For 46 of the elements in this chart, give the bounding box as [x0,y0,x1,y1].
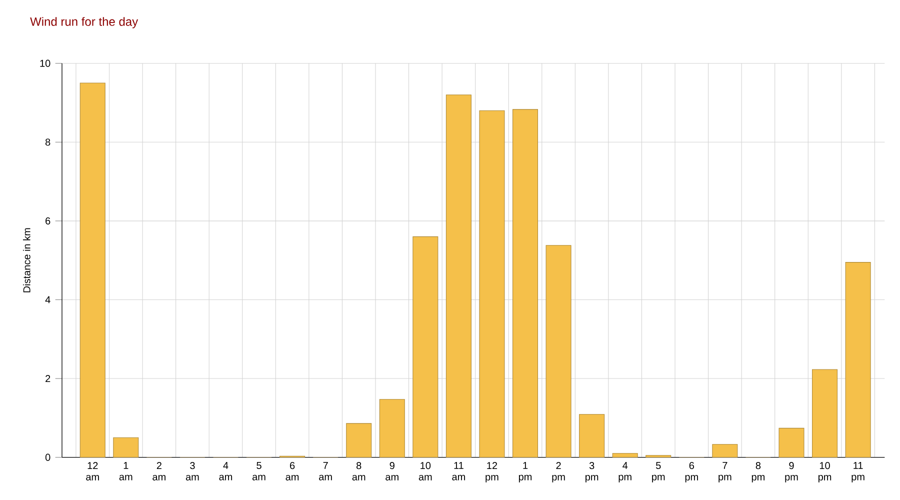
x-tick-label: 9 am [386,462,398,480]
x-tick-label: 2 am [152,462,166,480]
y-tick-label: 0 [45,454,50,461]
x-tick-label: 9 pm [785,462,798,482]
y-tick-label: 2 [46,375,50,382]
bar [379,399,405,458]
bar [512,109,538,458]
bar [546,245,572,458]
x-tick-label: 6 pm [685,462,698,482]
x-tick-label: 4 pm [618,462,632,482]
bar [346,423,372,458]
x-tick-label: 8 am [352,462,366,480]
chart-title: Wind run for the day [30,17,138,28]
bar [412,236,438,458]
bar [778,428,804,458]
x-tick-label: 10 pm [818,462,832,482]
x-tick-label: 11 am [452,462,465,480]
y-axis-title: Distance in km [23,228,30,292]
y-tick-label: 4 [45,296,50,304]
x-tick-label: 8 pm [752,462,764,482]
x-tick-label: 1 am [119,462,132,480]
x-tick-label: 7 am [319,462,332,480]
x-tick-label: 12 am [86,462,99,480]
x-tick-label: 10 am [418,462,432,480]
x-tick-label: 3 pm [586,462,598,482]
x-tick-label: 5 pm [652,462,665,482]
x-tick-label: 4 am [219,462,232,480]
y-tick-label: 6 [46,217,50,224]
y-tick-label: 8 [46,138,50,146]
bar [479,110,505,458]
bar [845,262,871,458]
bar [113,437,139,458]
x-tick-label: 7 pm [718,462,732,482]
y-tick-label: 10 [40,60,50,67]
bar [712,444,738,458]
x-tick-label: 2 pm [552,462,565,482]
x-tick-label: 11 pm [852,462,864,482]
x-tick-label: 3 am [186,462,199,480]
bar [579,414,605,458]
x-tick-label: 5 am [252,462,266,480]
x-tick-label: 12 pm [486,462,498,482]
x-tick-label: 1 pm [518,462,532,482]
x-tick-label: 6 am [286,462,299,480]
bar [80,82,106,458]
bar [446,94,472,458]
bar [812,369,838,458]
